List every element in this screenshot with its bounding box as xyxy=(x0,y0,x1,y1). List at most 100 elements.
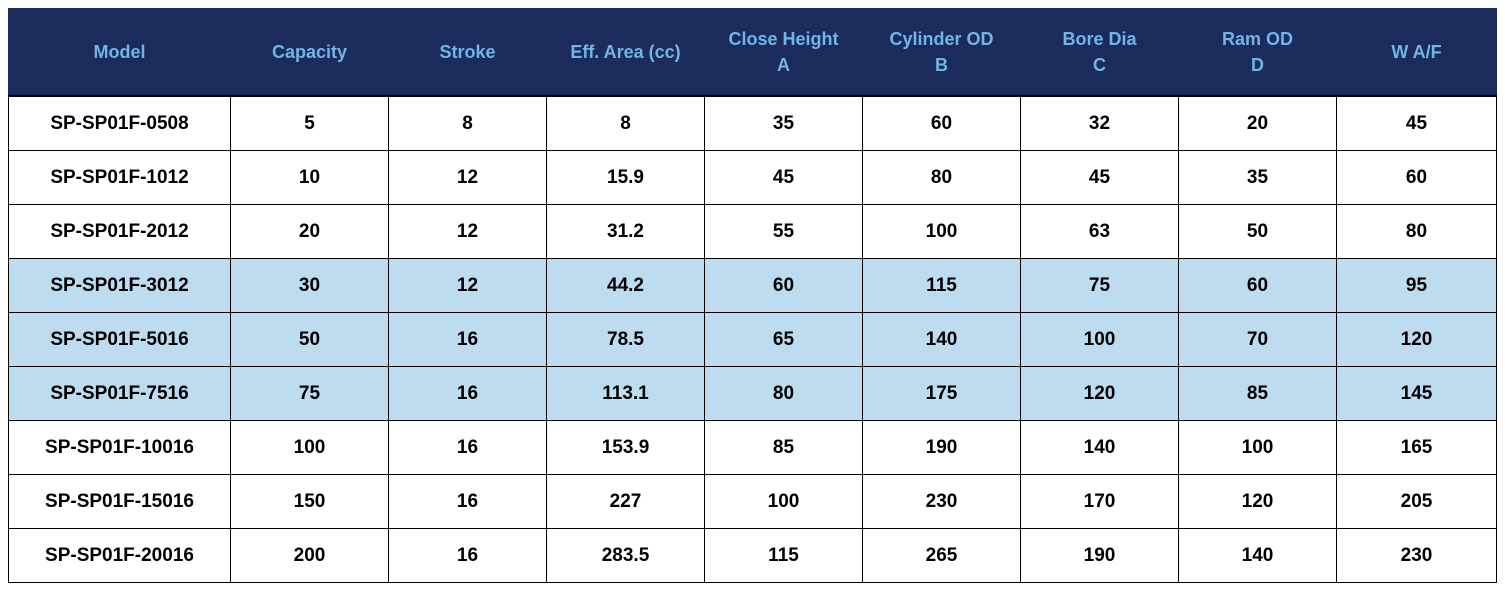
value-cell: 200 xyxy=(230,528,389,583)
value-cell: 265 xyxy=(862,528,1021,583)
value-cell: 65 xyxy=(704,312,863,367)
value-cell: 16 xyxy=(388,474,547,529)
value-cell: 80 xyxy=(1336,204,1497,259)
column-header: Close Height A xyxy=(704,8,863,97)
value-cell: 120 xyxy=(1336,312,1497,367)
value-cell: 120 xyxy=(1020,366,1179,421)
value-cell: 153.9 xyxy=(546,420,705,475)
column-header-label: Close Height xyxy=(728,28,839,49)
value-cell: 100 xyxy=(704,474,863,529)
model-cell: SP-SP01F-20016 xyxy=(8,528,231,583)
value-cell: 16 xyxy=(388,366,547,421)
value-cell: 115 xyxy=(862,258,1021,313)
value-cell: 32 xyxy=(1020,95,1179,151)
value-cell: 8 xyxy=(546,95,705,151)
table-row: SP-SP01F-7516 75 16 113.1 80 175 120 85 145 xyxy=(8,366,1497,421)
value-cell: 100 xyxy=(1020,312,1179,367)
model-cell: SP-SP01F-15016 xyxy=(8,474,231,529)
value-cell: 150 xyxy=(230,474,389,529)
value-cell: 100 xyxy=(230,420,389,475)
table-row: SP-SP01F-1012 10 12 15.9 45 80 45 35 60 xyxy=(8,150,1497,205)
value-cell: 95 xyxy=(1336,258,1497,313)
spec-table-container: Model Capacity Stroke Eff. Area (cc) Close H… xyxy=(8,8,1497,583)
column-header-label: Stroke xyxy=(439,41,496,62)
value-cell: 45 xyxy=(1020,150,1179,205)
value-cell: 190 xyxy=(862,420,1021,475)
value-cell: 75 xyxy=(230,366,389,421)
value-cell: 12 xyxy=(388,204,547,259)
value-cell: 45 xyxy=(1336,95,1497,151)
value-cell: 20 xyxy=(1178,95,1337,151)
value-cell: 60 xyxy=(862,95,1021,151)
value-cell: 205 xyxy=(1336,474,1497,529)
column-header-label: W A/F xyxy=(1391,41,1442,62)
column-header: Ram OD D xyxy=(1178,8,1337,97)
table-row: SP-SP01F-15016 150 16 227 100 230 170 120 205 xyxy=(8,474,1497,529)
value-cell: 20 xyxy=(230,204,389,259)
column-header: Cylinder OD B xyxy=(862,8,1021,97)
column-header-label: Model xyxy=(93,41,146,62)
value-cell: 190 xyxy=(1020,528,1179,583)
value-cell: 16 xyxy=(388,420,547,475)
value-cell: 115 xyxy=(704,528,863,583)
model-cell: SP-SP01F-5016 xyxy=(8,312,231,367)
value-cell: 44.2 xyxy=(546,258,705,313)
value-cell: 140 xyxy=(862,312,1021,367)
value-cell: 170 xyxy=(1020,474,1179,529)
value-cell: 15.9 xyxy=(546,150,705,205)
value-cell: 55 xyxy=(704,204,863,259)
column-header-label: Eff. Area (cc) xyxy=(570,41,681,62)
value-cell: 140 xyxy=(1178,528,1337,583)
spec-table: Model Capacity Stroke Eff. Area (cc) Close H… xyxy=(8,8,1497,583)
value-cell: 175 xyxy=(862,366,1021,421)
column-header: W A/F xyxy=(1336,8,1497,97)
value-cell: 230 xyxy=(862,474,1021,529)
value-cell: 100 xyxy=(862,204,1021,259)
value-cell: 16 xyxy=(388,528,547,583)
value-cell: 31.2 xyxy=(546,204,705,259)
value-cell: 85 xyxy=(1178,366,1337,421)
value-cell: 60 xyxy=(1178,258,1337,313)
column-header-dimension-letter: B xyxy=(935,54,948,75)
table-body: SP-SP01F-0508 5 8 8 35 60 32 20 45 SP-SP01F-1012 1… xyxy=(8,95,1497,583)
value-cell: 16 xyxy=(388,312,547,367)
table-row: SP-SP01F-20016 200 16 283.5 115 265 190 140 230 xyxy=(8,528,1497,583)
value-cell: 78.5 xyxy=(546,312,705,367)
value-cell: 60 xyxy=(704,258,863,313)
table-row: SP-SP01F-5016 50 16 78.5 65 140 100 70 120 xyxy=(8,312,1497,367)
model-cell: SP-SP01F-10016 xyxy=(8,420,231,475)
value-cell: 80 xyxy=(862,150,1021,205)
value-cell: 113.1 xyxy=(546,366,705,421)
column-header: Stroke xyxy=(388,8,547,97)
value-cell: 50 xyxy=(230,312,389,367)
value-cell: 35 xyxy=(704,95,863,151)
value-cell: 140 xyxy=(1020,420,1179,475)
value-cell: 45 xyxy=(704,150,863,205)
value-cell: 165 xyxy=(1336,420,1497,475)
value-cell: 63 xyxy=(1020,204,1179,259)
value-cell: 12 xyxy=(388,150,547,205)
column-header-label: Cylinder OD xyxy=(889,28,994,49)
model-cell: SP-SP01F-3012 xyxy=(8,258,231,313)
model-cell: SP-SP01F-0508 xyxy=(8,95,231,151)
value-cell: 35 xyxy=(1178,150,1337,205)
column-header-dimension-letter: D xyxy=(1251,54,1264,75)
table-row: SP-SP01F-10016 100 16 153.9 85 190 140 100 165 xyxy=(8,420,1497,475)
value-cell: 30 xyxy=(230,258,389,313)
value-cell: 85 xyxy=(704,420,863,475)
value-cell: 50 xyxy=(1178,204,1337,259)
column-header-label: Ram OD xyxy=(1221,28,1293,49)
value-cell: 60 xyxy=(1336,150,1497,205)
value-cell: 227 xyxy=(546,474,705,529)
header-row: Model Capacity Stroke Eff. Area (cc) Close H… xyxy=(8,8,1497,97)
value-cell: 10 xyxy=(230,150,389,205)
value-cell: 5 xyxy=(230,95,389,151)
column-header-label: Bore Dia xyxy=(1062,28,1137,49)
value-cell: 80 xyxy=(704,366,863,421)
value-cell: 145 xyxy=(1336,366,1497,421)
column-header-dimension-letter: C xyxy=(1093,54,1106,75)
value-cell: 283.5 xyxy=(546,528,705,583)
column-header: Bore Dia C xyxy=(1020,8,1179,97)
column-header: Capacity xyxy=(230,8,389,97)
value-cell: 100 xyxy=(1178,420,1337,475)
